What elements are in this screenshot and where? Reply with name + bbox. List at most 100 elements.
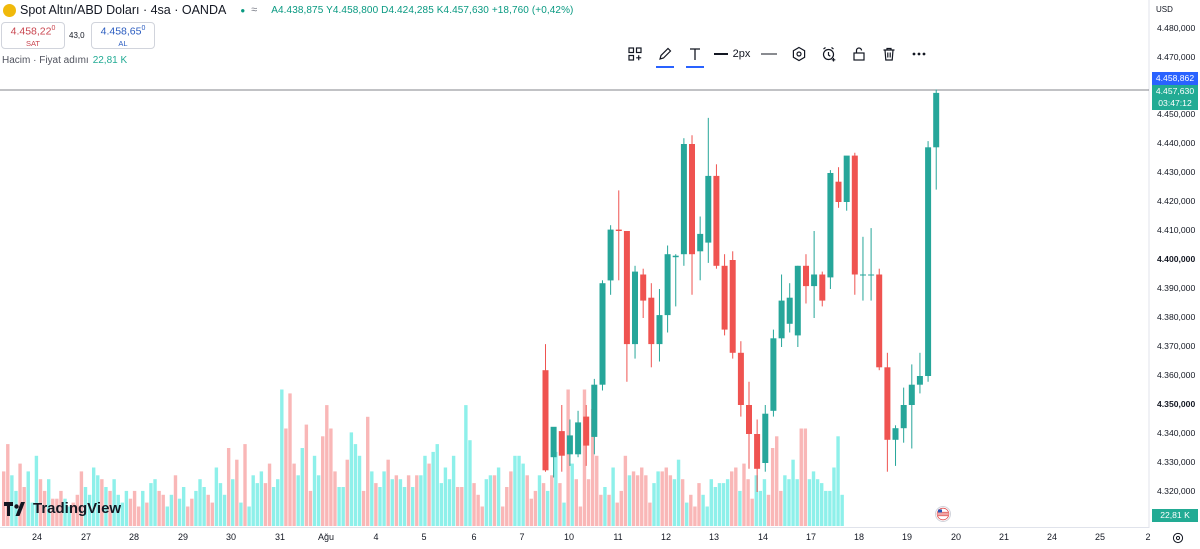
time-axis[interactable]: 24 27 28 29 30 31 Ağu 4 5 6 7 10 11 12 13 14 17 18 19 20 21 2… [32,532,1151,542]
candle-body[interactable] [900,405,907,429]
candle-body[interactable] [599,283,606,385]
volume-bar [370,471,374,526]
candle-body[interactable] [705,175,712,243]
candle-body[interactable] [697,233,704,252]
candle-body[interactable] [721,265,728,330]
trash-icon[interactable] [874,43,904,65]
candle-body[interactable] [713,175,720,266]
price-axis[interactable]: 4.480,000 4.470,000 4.450,000 4.440,000 4.43… [1157,23,1195,496]
candle-body[interactable] [558,431,565,456]
volume-bar [423,455,427,526]
volume-bar [820,483,824,526]
volume-bar [177,498,182,526]
candle-body[interactable] [843,155,850,202]
candle-body[interactable] [876,274,883,368]
candle-body[interactable] [672,255,679,258]
volume-bar [276,479,280,526]
currency-label[interactable]: USD [1156,5,1173,14]
volume-bar [770,448,775,526]
text-icon[interactable] [680,43,710,68]
axis-settings-icon[interactable] [1172,531,1184,549]
sell-button[interactable]: 4.458,220 SAT [1,22,65,49]
candle-body[interactable] [827,173,834,278]
more-icon[interactable] [904,43,934,65]
volume-bar [648,502,652,526]
candle-body[interactable] [583,416,590,446]
candle-body[interactable] [566,435,573,455]
candle-body[interactable] [860,274,866,276]
line-style-icon[interactable] [754,43,784,65]
candle-body[interactable] [615,229,622,231]
candle-body[interactable] [786,297,793,324]
volume-bar [361,490,366,526]
wave-icon: ≈ [251,4,258,16]
volume-bar [611,467,615,526]
volume-bar [766,494,771,526]
volume-bar [243,444,247,526]
candle-body[interactable] [851,155,858,275]
layout-add-icon[interactable] [620,43,650,65]
volume-bar [341,487,345,526]
time-tick-label: 19 [902,532,912,542]
candle-body[interactable] [916,376,923,385]
economic-event-flag-icon[interactable] [932,506,954,527]
line-width-button[interactable]: 2px [710,43,754,65]
candle-body[interactable] [770,338,777,411]
candle-body[interactable] [892,428,899,440]
candle-body[interactable] [835,181,842,202]
candle-body[interactable] [575,422,582,455]
candle-body[interactable] [819,274,826,301]
volume-bar [717,483,722,526]
volume-bar [779,490,783,526]
candle-body[interactable] [729,260,736,353]
candle-body[interactable] [640,274,647,301]
volume-bar [300,448,304,526]
settings-hexagon-icon[interactable] [784,43,814,65]
candle-body[interactable] [623,231,630,345]
candle-body[interactable] [908,384,915,405]
candle-body[interactable] [550,426,557,458]
volume-bar [157,490,161,526]
candle-body[interactable] [664,254,671,316]
candle-body[interactable] [762,413,769,463]
candle-body[interactable] [884,367,891,440]
candle-body[interactable] [680,144,687,255]
candle-body[interactable] [925,147,932,376]
time-tick-label: 31 [275,532,285,542]
volume-bar [590,409,595,526]
candle-body[interactable] [754,434,761,469]
candle-body[interactable] [591,384,598,437]
symbol-title[interactable]: Spot Altın/ABD Doları · 4sa · OANDA [20,3,227,17]
candle-body[interactable] [607,229,614,281]
candle-body[interactable] [868,274,875,276]
lock-icon[interactable] [844,43,874,65]
candle-body[interactable] [778,300,785,339]
volume-legend[interactable]: Hacim · Fiyat adımı 22,81 K [2,55,127,66]
pencil-icon[interactable] [650,43,680,68]
price-tick-label: 4.480,000 [1157,23,1195,33]
volume-bar [676,459,681,526]
volume-bar [239,502,243,526]
candle-body[interactable] [689,144,695,255]
price-tick-label: 4.470,000 [1157,52,1195,62]
candle-body[interactable] [648,297,655,345]
candle-body[interactable] [656,315,663,345]
tradingview-logo[interactable]: TradingView [4,500,121,517]
volume-bar [623,455,628,526]
candle-body[interactable] [632,271,638,345]
buy-button[interactable]: 4.458,650 AL [91,22,155,49]
candle-body[interactable] [803,265,809,287]
alert-add-icon[interactable] [814,43,844,65]
volume-bar [672,479,677,526]
volume-bar [582,389,587,526]
candle-body[interactable] [933,92,940,148]
price-tick-label: 4.380,000 [1157,312,1195,322]
candle-body[interactable] [811,274,818,287]
volume-bar [476,494,480,526]
candle-body[interactable] [542,370,549,471]
candle-body[interactable] [737,352,744,405]
candle-body[interactable] [794,265,801,336]
volume-bar [14,490,18,526]
candle-body[interactable] [746,405,752,434]
